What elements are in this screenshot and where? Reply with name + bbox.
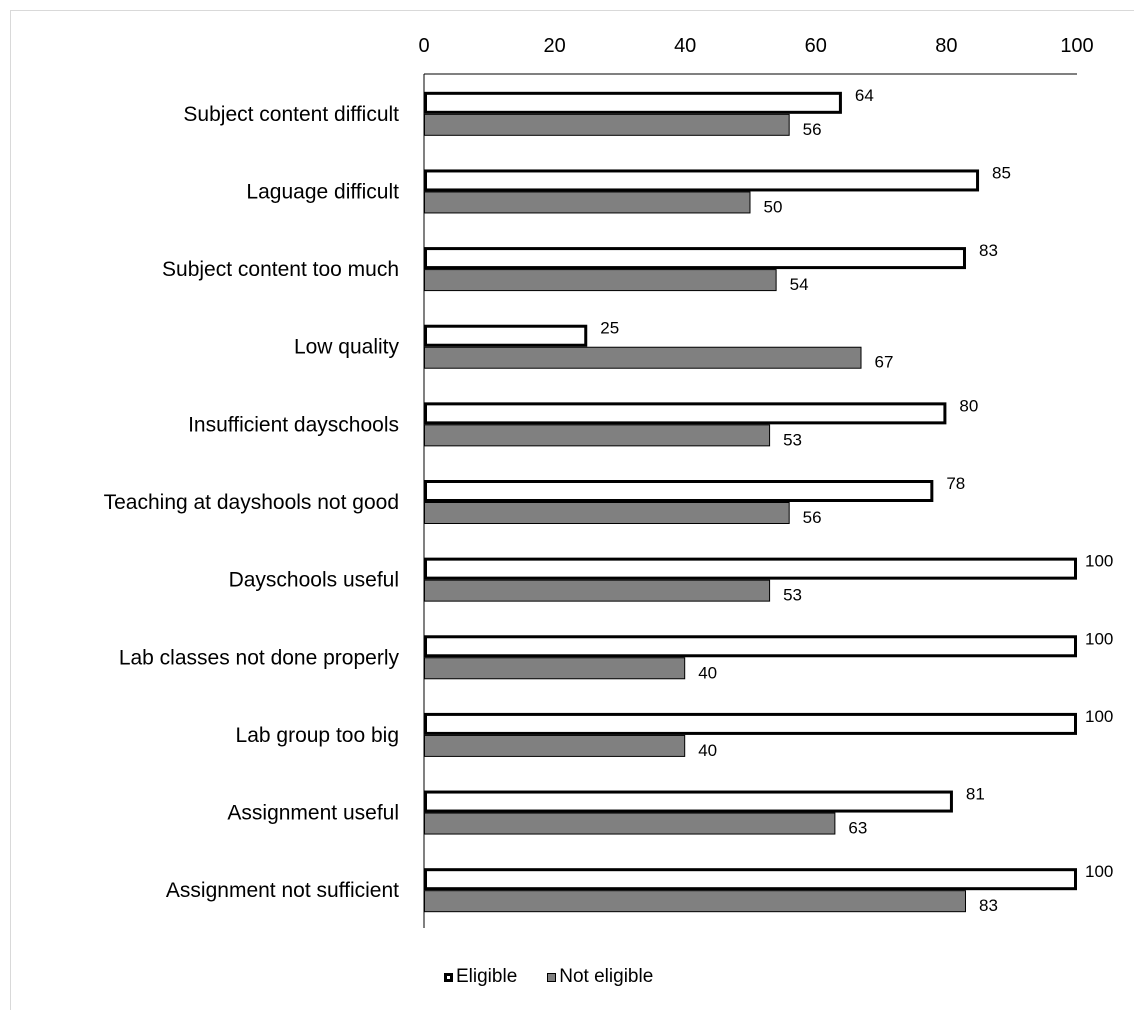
category-label: Lab classes not done properly — [119, 646, 400, 669]
x-tick-label: 0 — [418, 35, 429, 57]
bar-eligible — [424, 868, 1077, 891]
bar-not-eligible — [424, 579, 771, 602]
bar-eligible — [424, 480, 934, 502]
x-tick-label: 40 — [674, 35, 696, 57]
x-tick-label: 60 — [805, 35, 827, 57]
bar-eligible — [424, 169, 980, 192]
legend-item-eligible: Eligible — [444, 966, 517, 988]
category-label: Subject content too much — [162, 258, 399, 281]
bar-eligible — [424, 635, 1077, 658]
x-tick-label: 80 — [935, 35, 957, 57]
bar-eligible — [424, 247, 966, 270]
data-label-eligible: 100 — [1085, 629, 1113, 648]
data-label-not-eligible: 83 — [979, 896, 998, 915]
bar-not-eligible — [424, 269, 777, 292]
chart-area — [10, 10, 1134, 1010]
data-label-not-eligible: 63 — [848, 819, 867, 838]
bar-not-eligible — [424, 657, 686, 680]
category-label: Insufficient dayschools — [188, 413, 399, 436]
data-label-eligible: 25 — [600, 319, 619, 338]
category-label: Teaching at dayshools not good — [104, 491, 399, 514]
bar-not-eligible — [424, 113, 790, 136]
data-label-eligible: 85 — [992, 163, 1011, 182]
legend-swatch-eligible — [444, 972, 453, 982]
x-tick-label: 100 — [1060, 35, 1093, 57]
bar-not-eligible — [424, 191, 751, 214]
data-label-eligible: 83 — [979, 241, 998, 260]
bar-not-eligible — [424, 734, 686, 757]
data-label-eligible: 100 — [1085, 552, 1113, 571]
x-tick-label: 20 — [543, 35, 565, 57]
category-label: Subject content difficult — [183, 103, 399, 126]
data-label-not-eligible: 67 — [875, 353, 894, 372]
bar-eligible — [424, 790, 953, 813]
legend-label-not-eligible: Not eligible — [559, 966, 654, 987]
category-label: Lab group too big — [236, 724, 399, 747]
data-label-eligible: 100 — [1085, 707, 1113, 726]
category-label: Assignment useful — [227, 802, 399, 825]
data-label-not-eligible: 56 — [803, 508, 822, 527]
category-label: Assignment not sufficient — [166, 879, 399, 902]
category-label: Laguage difficult — [246, 180, 399, 203]
data-label-eligible: 100 — [1085, 862, 1113, 881]
bar-eligible — [424, 91, 842, 114]
data-label-not-eligible: 40 — [698, 741, 717, 760]
legend-item-not-eligible: Not eligible — [547, 966, 653, 988]
bar-not-eligible — [424, 812, 836, 835]
category-label: Dayschools useful — [229, 569, 399, 592]
legend: Eligible Not eligible — [444, 966, 683, 988]
data-label-not-eligible: 53 — [783, 430, 802, 449]
data-label-not-eligible: 50 — [764, 197, 783, 216]
data-label-eligible: 80 — [959, 396, 978, 415]
data-label-not-eligible: 54 — [790, 275, 809, 294]
data-label-eligible: 78 — [946, 474, 965, 493]
bar-not-eligible — [424, 890, 966, 913]
data-label-eligible: 64 — [855, 86, 874, 105]
bar-eligible — [424, 324, 588, 347]
data-label-not-eligible: 56 — [803, 120, 822, 139]
bar-not-eligible — [424, 502, 790, 524]
legend-label-eligible: Eligible — [456, 966, 518, 987]
data-label-not-eligible: 53 — [783, 586, 802, 605]
bar-not-eligible — [424, 346, 862, 369]
category-label: Low quality — [294, 336, 400, 359]
bar-eligible — [424, 402, 947, 425]
bar-not-eligible — [424, 424, 771, 447]
data-label-not-eligible: 40 — [698, 663, 717, 682]
bar-eligible — [424, 712, 1077, 735]
legend-swatch-not-eligible — [547, 972, 557, 982]
bar-eligible — [424, 557, 1077, 580]
data-label-eligible: 81 — [966, 785, 985, 804]
